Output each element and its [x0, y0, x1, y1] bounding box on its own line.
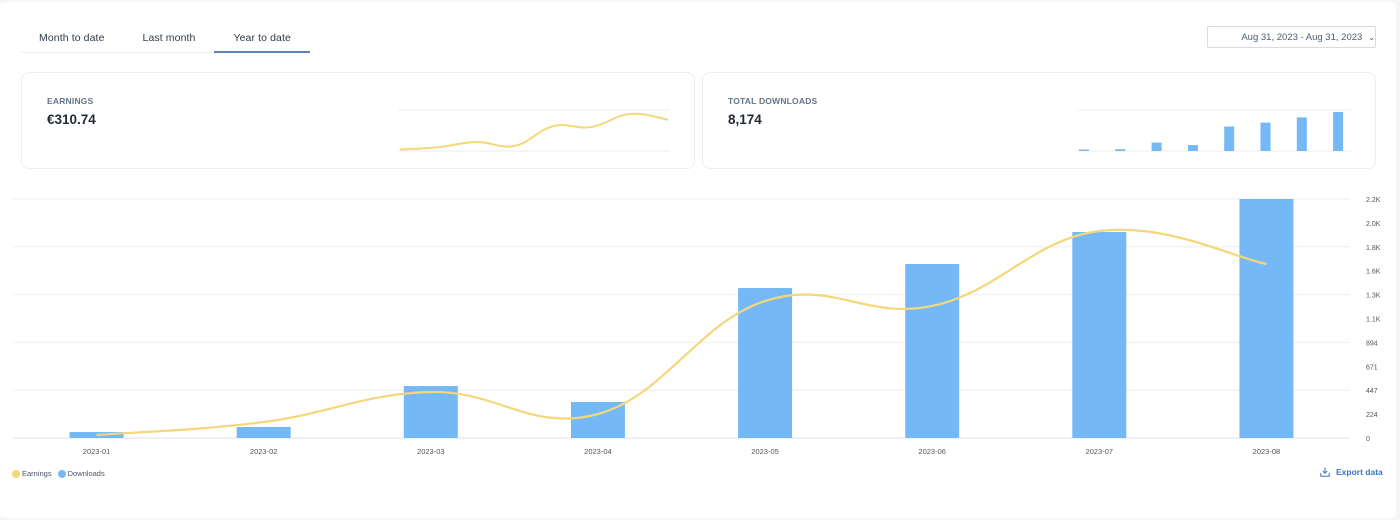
legend-downloads[interactable]: Downloads	[57, 469, 105, 478]
y-tick-label: 1.6K	[1366, 269, 1381, 276]
y-tick-label: 671	[1366, 364, 1378, 371]
tab-year-to-date[interactable]: Year to date	[214, 26, 310, 53]
y-tick-label: 2.0K	[1366, 221, 1381, 228]
tab-month-to-date[interactable]: Month to date	[39, 32, 105, 44]
main-chart: 0 224 447 671 894 1.1K 1.3K 1.6K 1.8K 2.0K 2.2K 202…	[13, 197, 1381, 456]
x-tick-label: 2023-03	[417, 447, 445, 456]
download-icon	[1320, 467, 1330, 477]
downloads-bar[interactable]	[69, 432, 124, 438]
x-tick-label: 2023-08	[1253, 447, 1281, 456]
downloads-bar[interactable]	[905, 263, 960, 438]
y-tick-label: 1.3K	[1366, 293, 1381, 300]
date-range-label: Aug 31, 2023 - Aug 31, 2023	[1241, 31, 1363, 43]
y-tick-label: 1.1K	[1366, 317, 1381, 324]
y-tick-label: 2.2K	[1366, 197, 1381, 204]
x-tick-label: 2023-05	[751, 447, 779, 456]
downloads-bar[interactable]	[1072, 232, 1127, 438]
legend-earnings-label: Earnings	[22, 469, 52, 478]
x-tick-label: 2023-06	[918, 447, 946, 456]
export-data-button[interactable]: Export data	[1320, 467, 1383, 477]
y-tick-label: 447	[1366, 388, 1378, 395]
tab-last-month[interactable]: Last month	[142, 32, 196, 44]
earnings-label: EARNINGS	[47, 96, 94, 106]
earnings-swatch-icon	[12, 469, 20, 478]
x-tick-label: 2023-07	[1086, 447, 1114, 456]
y-tick-label: 0	[1366, 436, 1370, 443]
chevron-down-icon: ⌄	[1368, 32, 1375, 42]
x-tick-label: 2023-04	[584, 447, 612, 456]
y-tick-label: 224	[1366, 412, 1378, 419]
downloads-label: TOTAL DOWNLOADS	[728, 96, 818, 106]
period-tabs: Month to date Last month Year to date	[20, 26, 310, 53]
x-tick-label: 2023-02	[250, 447, 278, 456]
x-tick-label: 2023-01	[83, 447, 111, 456]
earnings-line[interactable]	[96, 228, 1267, 437]
export-data-label: Export data	[1336, 467, 1383, 477]
y-tick-label: 894	[1366, 340, 1378, 347]
legend-earnings[interactable]: Earnings	[12, 469, 52, 478]
chart-legend: Earnings Downloads	[12, 469, 111, 478]
downloads-bar[interactable]	[236, 426, 291, 438]
downloads-value: 8,174	[728, 112, 762, 127]
earnings-card: EARNINGS €310.74	[21, 72, 695, 169]
downloads-bar[interactable]	[1239, 199, 1294, 438]
date-range-picker[interactable]: Aug 31, 2023 - Aug 31, 2023 ⌄	[1207, 26, 1376, 48]
earnings-value: €310.74	[47, 112, 96, 127]
downloads-bar[interactable]	[403, 386, 458, 438]
legend-downloads-label: Downloads	[67, 469, 105, 478]
y-tick-label: 1.8K	[1366, 245, 1381, 252]
downloads-card: TOTAL DOWNLOADS 8,174	[702, 72, 1376, 169]
earnings-sparkline	[398, 109, 670, 152]
downloads-sparkline	[1077, 109, 1351, 152]
downloads-swatch-icon	[57, 469, 66, 478]
downloads-bar[interactable]	[738, 288, 793, 438]
